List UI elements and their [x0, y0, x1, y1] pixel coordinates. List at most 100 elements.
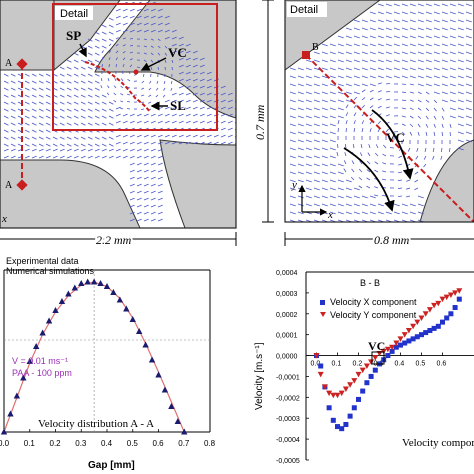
- velocity-vector: [416, 147, 419, 152]
- velocity-vector: [10, 155, 16, 159]
- velocity-vector: [199, 78, 205, 82]
- chart-c-exp-point: [155, 371, 162, 378]
- velocity-vector: [414, 179, 419, 183]
- velocity-vector: [129, 155, 135, 159]
- velocity-vector: [129, 64, 133, 68]
- velocity-vector: [10, 143, 16, 147]
- velocity-vector: [397, 187, 403, 189]
- velocity-vector: [136, 162, 142, 166]
- velocity-vector: [31, 115, 37, 119]
- velocity-vector: [409, 115, 414, 119]
- velocity-vector: [38, 115, 44, 119]
- chart-d-vx-point: [402, 340, 408, 346]
- velocity-vector: [129, 51, 133, 54]
- velocity-vector: [136, 29, 142, 33]
- section-marker-b: [302, 51, 310, 59]
- velocity-vector: [150, 134, 156, 138]
- velocity-vector: [140, 101, 145, 104]
- velocity-vector: [38, 87, 44, 91]
- chart-d-x-tick-label: 0.1: [332, 361, 342, 368]
- velocity-vector: [94, 101, 100, 105]
- velocity-vector: [409, 203, 416, 207]
- chart-c-exp-point: [116, 296, 124, 303]
- velocity-vector: [94, 45, 100, 49]
- velocity-vector: [433, 99, 438, 104]
- velocity-vector: [66, 108, 72, 112]
- velocity-vector: [441, 43, 448, 47]
- velocity-vector: [101, 50, 104, 54]
- velocity-vector: [10, 80, 16, 84]
- chart-c-xlabel: Gap [mm]: [88, 460, 135, 471]
- velocity-vector: [227, 113, 233, 117]
- panel-a-frame: [0, 0, 237, 229]
- velocity-vector: [382, 170, 387, 173]
- chart-d-vy-point: [439, 296, 446, 303]
- velocity-vector: [449, 107, 456, 111]
- velocity-vector: [101, 143, 107, 147]
- velocity-vector: [178, 141, 184, 145]
- velocity-vector: [417, 43, 424, 47]
- velocity-vector: [375, 144, 379, 149]
- velocity-vector: [108, 155, 114, 159]
- velocity-vector: [385, 114, 390, 117]
- velocity-vector: [417, 59, 424, 63]
- velocity-vector: [289, 107, 296, 111]
- velocity-vector: [433, 91, 440, 95]
- velocity-vector: [171, 120, 177, 124]
- panel-b: Detail B VC y x: [285, 0, 474, 222]
- velocity-vector: [94, 59, 100, 63]
- velocity-vector: [329, 43, 336, 47]
- velocity-vector: [329, 179, 336, 183]
- velocity-vector: [321, 91, 328, 95]
- velocity-vector: [143, 197, 149, 201]
- velocity-vector: [329, 203, 336, 207]
- chart-c-legend-sim: Numerical simulations: [6, 266, 95, 276]
- velocity-vector: [24, 73, 30, 77]
- velocity-vector: [409, 3, 416, 7]
- velocity-vector: [465, 43, 472, 47]
- velocity-vector: [401, 131, 406, 135]
- velocity-vector: [220, 113, 226, 117]
- velocity-vector: [457, 67, 464, 71]
- velocity-vector: [143, 162, 149, 166]
- velocity-vector: [449, 59, 456, 63]
- velocity-vector: [80, 66, 86, 70]
- velocity-vector: [345, 104, 349, 109]
- velocity-vector: [192, 120, 198, 124]
- velocity-vector: [329, 171, 336, 175]
- velocity-vector: [192, 92, 198, 96]
- velocity-vector: [313, 51, 320, 55]
- velocity-vector: [425, 99, 430, 103]
- velocity-vector: [3, 87, 9, 91]
- velocity-vector: [108, 17, 114, 21]
- velocity-vector: [87, 52, 93, 56]
- velocity-vector: [377, 27, 384, 31]
- velocity-vector: [425, 51, 432, 55]
- velocity-vector: [38, 80, 44, 84]
- chart-d-y-tick-label: -0,0001: [276, 374, 300, 381]
- velocity-vector: [409, 11, 416, 15]
- velocity-vector: [164, 36, 170, 40]
- velocity-vector: [150, 211, 156, 215]
- chart-d-vy-point: [368, 359, 375, 365]
- velocity-vector: [227, 120, 233, 124]
- velocity-vector: [199, 141, 205, 145]
- velocity-vector: [289, 123, 296, 127]
- velocity-vector: [107, 85, 110, 89]
- chart-c-exp-point: [168, 403, 175, 409]
- velocity-vector: [122, 113, 128, 117]
- velocity-vector: [66, 59, 72, 63]
- velocity-vector: [321, 59, 328, 63]
- velocity-vector: [115, 50, 119, 54]
- chart-d-y-tick-label: 0,0002: [276, 312, 298, 319]
- velocity-vector: [94, 87, 100, 91]
- velocity-vector: [369, 97, 374, 101]
- velocity-vector: [10, 148, 16, 152]
- separation-line: [84, 61, 151, 113]
- velocity-vector: [136, 141, 142, 145]
- velocity-vector: [108, 63, 110, 68]
- velocity-vector: [113, 85, 117, 89]
- velocity-vector: [425, 35, 432, 39]
- velocity-vector: [80, 59, 86, 63]
- velocity-vector: [59, 66, 65, 70]
